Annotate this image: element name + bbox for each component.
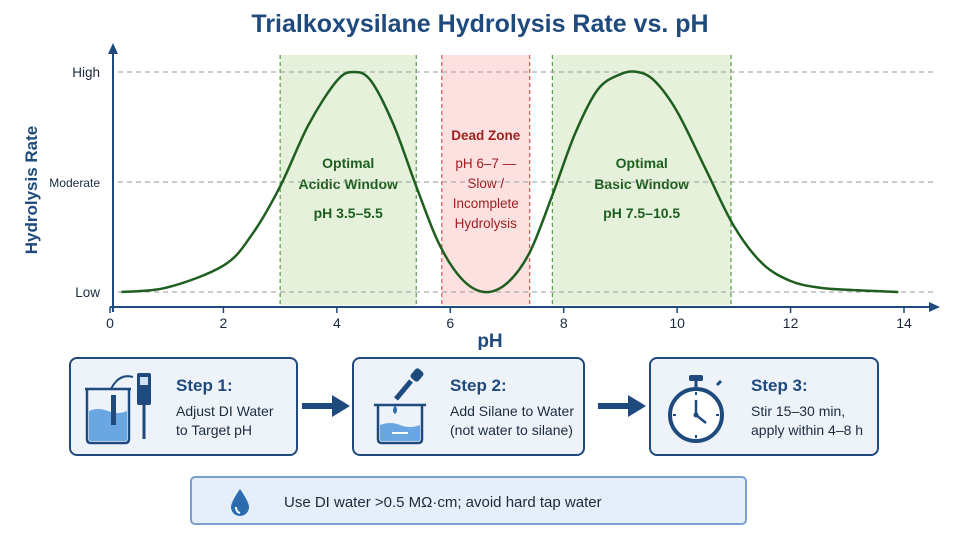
hydrolysis-chart: Optimal Acidic Window pH 3.5–5.5 Dead Zone p… (22, 43, 940, 350)
ph-meter-beaker-icon (85, 373, 151, 445)
chart-title: Trialkoxysilane Hydrolysis Rate vs. pH (251, 10, 709, 38)
step-1-line-2: to Target pH (176, 422, 253, 438)
step-1-line-1: Adjust DI Water (176, 403, 274, 419)
di-water-note: Use DI water >0.5 MΩ·cm; avoid hard tap … (190, 476, 747, 525)
x-tick-label: 2 (220, 315, 228, 331)
x-tick-label: 6 (446, 315, 454, 331)
arrow-right-icon (598, 395, 646, 417)
x-tick-label: 8 (560, 315, 568, 331)
step-3-line-2: apply within 4–8 h (751, 422, 864, 438)
x-tick-label: 10 (669, 315, 685, 331)
step-2-card: Step 2: Add Silane to Water (not water t… (352, 357, 585, 456)
step-3-title: Step 3: (751, 376, 808, 395)
region-label: pH 3.5–5.5 (314, 205, 383, 221)
region-label: Dead Zone (451, 128, 521, 143)
y-tick-label: Moderate (49, 176, 100, 190)
region-label: Hydrolysis (455, 216, 518, 231)
arrow-right-icon (302, 395, 350, 417)
dropper-beaker-icon (374, 368, 426, 445)
step-1-title: Step 1: (176, 376, 233, 395)
y-tick-label: High (72, 65, 100, 80)
step-3-card: Step 3: Stir 15–30 min, apply within 4–8… (649, 357, 879, 456)
region-band (280, 55, 417, 305)
region-label: Optimal (322, 155, 374, 171)
region-label: Acidic Window (298, 176, 398, 192)
step-1-card: Step 1: Adjust DI Water to Target pH (69, 357, 298, 456)
stopwatch-icon (668, 375, 724, 443)
x-tick-label: 4 (333, 315, 341, 331)
hydrolysis-curve (121, 70, 899, 294)
note-text: Use DI water >0.5 MΩ·cm; avoid hard tap … (284, 494, 602, 511)
step-2-title: Step 2: (450, 376, 507, 395)
x-axis-label: pH (477, 331, 502, 350)
x-tick-label: 12 (783, 315, 799, 331)
y-axis-arrow (108, 43, 118, 54)
x-tick-label: 0 (106, 315, 114, 331)
region-label: Basic Window (594, 176, 689, 192)
y-tick-label: Low (75, 285, 100, 300)
region-label: pH 6–7 — (455, 156, 516, 171)
region-label: Optimal (616, 155, 668, 171)
region-band (441, 55, 530, 305)
region-band (552, 55, 732, 305)
y-axis-label: Hydrolysis Rate (22, 126, 41, 255)
x-tick-label: 14 (896, 315, 912, 331)
step-2-line-2: (not water to silane) (450, 422, 573, 438)
region-label: Slow / (467, 176, 504, 191)
region-label: Incomplete (453, 196, 519, 211)
region-label: pH 7.5–10.5 (603, 205, 680, 221)
step-3-line-1: Stir 15–30 min, (751, 403, 846, 419)
step-2-line-1: Add Silane to Water (450, 403, 574, 419)
x-axis-arrow (929, 302, 940, 312)
water-drop-icon (231, 489, 249, 516)
